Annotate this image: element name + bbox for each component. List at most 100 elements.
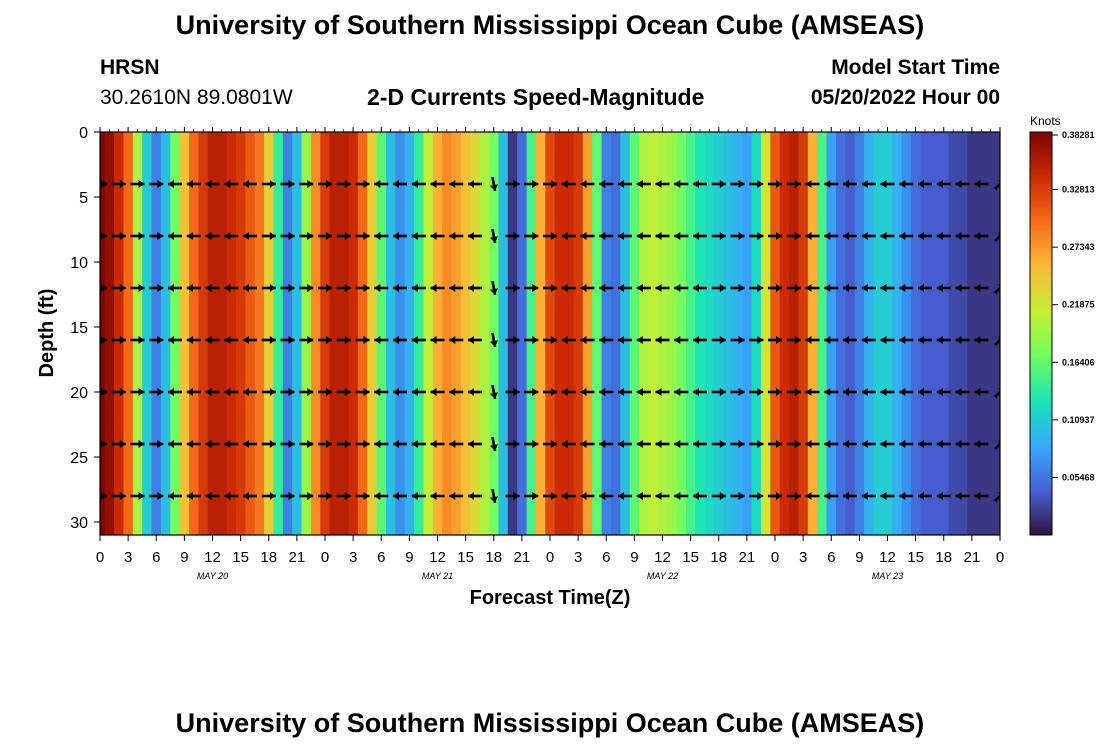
vector-head <box>243 284 249 292</box>
heatmap-cell <box>160 132 171 535</box>
heatmap-cell <box>442 132 453 535</box>
current-vector <box>655 388 670 396</box>
vector-head <box>393 232 399 240</box>
vector-head <box>861 492 868 500</box>
current-vector <box>243 492 257 500</box>
vector-head <box>363 180 370 188</box>
vector-head <box>674 284 681 292</box>
current-vector <box>768 336 782 344</box>
vector-head <box>918 180 924 188</box>
vector-head <box>936 492 943 500</box>
vector-head <box>224 492 231 500</box>
footer-title: University of Southern Mississippi Ocean… <box>175 708 925 738</box>
heatmap-cell <box>807 132 818 535</box>
vector-head <box>805 336 812 344</box>
heatmap-cell <box>470 132 481 535</box>
vector-head <box>674 440 681 448</box>
current-vector <box>336 284 351 292</box>
vector-head <box>344 284 351 292</box>
current-vector <box>468 388 482 396</box>
current-vector <box>711 284 726 292</box>
vector-head <box>805 284 812 292</box>
vector-head <box>738 232 745 240</box>
vector-shaft <box>994 442 1000 450</box>
current-vector <box>618 388 632 396</box>
heatmap-cell <box>460 132 471 535</box>
heatmap-cell <box>385 132 396 535</box>
current-vector <box>205 440 220 448</box>
current-vector <box>618 492 632 500</box>
vector-head <box>288 492 295 500</box>
vector-head <box>561 232 568 240</box>
y-tick-label: 10 <box>70 255 88 272</box>
vector-head <box>430 180 437 188</box>
heatmap-cell <box>995 132 1000 535</box>
vector-head <box>918 232 924 240</box>
vector-head <box>936 284 943 292</box>
current-vector <box>490 280 498 296</box>
vector-head <box>449 492 456 500</box>
current-vector <box>411 180 426 188</box>
vector-head <box>243 388 249 396</box>
vector-head <box>899 336 906 344</box>
current-vector <box>955 232 970 240</box>
heatmap-cell <box>339 132 350 535</box>
vector-head <box>580 284 587 292</box>
vector-head <box>374 232 381 240</box>
current-vector <box>655 180 670 188</box>
current-vector <box>768 440 782 448</box>
vector-head <box>824 180 831 188</box>
vector-head <box>719 284 726 292</box>
current-vector <box>186 180 201 188</box>
current-vector <box>936 388 951 396</box>
vector-head <box>513 492 520 500</box>
vector-head <box>374 336 381 344</box>
current-vector <box>618 440 632 448</box>
current-vector <box>786 180 801 188</box>
x-tick-label: 6 <box>827 549 835 566</box>
vector-head <box>344 492 351 500</box>
current-vector <box>561 180 576 188</box>
current-vector <box>543 284 557 292</box>
vector-head <box>393 492 399 500</box>
current-vector <box>336 440 351 448</box>
heatmap-cell <box>432 132 443 535</box>
current-vector <box>693 180 707 188</box>
current-vector <box>786 232 801 240</box>
current-vector <box>355 284 370 292</box>
vector-head <box>551 232 557 240</box>
vector-head <box>430 388 437 396</box>
heatmap-cell <box>100 132 106 535</box>
vector-head <box>326 232 332 240</box>
x-tick-label: 3 <box>349 549 357 566</box>
heatmap-cell <box>892 132 903 535</box>
current-vector <box>880 388 895 396</box>
vector-head <box>899 388 906 396</box>
current-vector <box>393 284 407 292</box>
vector-head <box>344 388 351 396</box>
heatmap-cell <box>254 132 265 535</box>
vector-head <box>157 336 164 344</box>
vector-head <box>393 336 399 344</box>
vector-head <box>224 388 231 396</box>
heatmap-cell <box>498 132 509 535</box>
vector-head <box>224 180 231 188</box>
vector-head <box>551 284 557 292</box>
current-vector <box>974 232 989 240</box>
vector-head <box>101 336 107 344</box>
vector-head <box>363 336 370 344</box>
current-vector <box>543 232 557 240</box>
current-vector <box>111 492 126 500</box>
heatmap-cell <box>414 132 425 535</box>
vector-head <box>490 288 498 295</box>
current-vector <box>299 232 314 240</box>
heatmap-cell <box>751 132 762 535</box>
vector-head <box>599 284 606 292</box>
vector-head <box>618 180 624 188</box>
x-tick-label: 0 <box>771 549 779 566</box>
heatmap-cell <box>198 132 209 535</box>
current-vector <box>636 336 651 344</box>
vector-head <box>532 388 539 396</box>
vector-head <box>719 232 726 240</box>
vector-head <box>513 232 520 240</box>
